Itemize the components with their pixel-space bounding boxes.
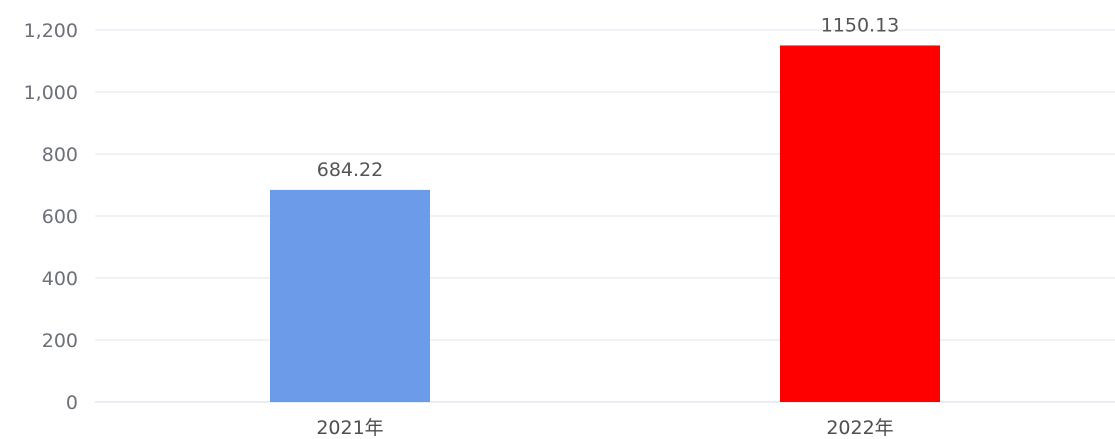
data-labels: 684.22 1150.13 — [317, 14, 900, 180]
y-tick-label: 1,200 — [24, 20, 78, 42]
y-tick-label: 400 — [42, 268, 78, 290]
y-tick-label: 200 — [42, 330, 78, 352]
y-axis-tick-labels: 0 200 400 600 800 1,000 1,200 — [24, 20, 78, 414]
bar-2021年[interactable] — [270, 189, 430, 402]
y-tick-label: 600 — [42, 206, 78, 228]
bar-2022年[interactable] — [780, 45, 940, 402]
x-tick-label: 2022年 — [826, 417, 893, 439]
y-tick-label: 800 — [42, 144, 78, 166]
y-tick-label: 1,000 — [24, 82, 78, 104]
x-axis-tick-labels: 2021年 2022年 — [316, 417, 893, 439]
y-tick-label: 0 — [66, 392, 78, 414]
data-label: 1150.13 — [821, 14, 900, 36]
bars — [270, 45, 940, 402]
grid-lines — [95, 29, 1115, 341]
data-label: 684.22 — [317, 159, 383, 181]
x-tick-label: 2021年 — [316, 417, 383, 439]
